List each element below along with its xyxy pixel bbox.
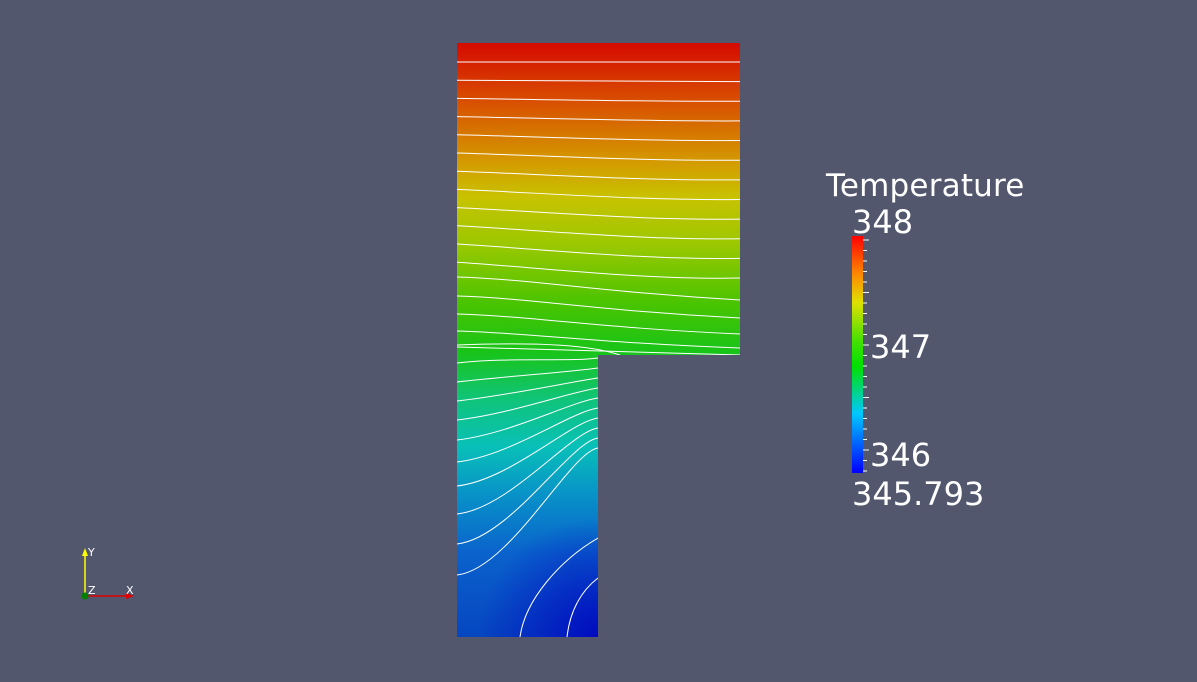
contour-line	[566, 577, 599, 637]
contour-line	[457, 295, 740, 319]
x-axis-arrow	[126, 593, 134, 599]
contour-line	[457, 313, 740, 335]
contour-line	[457, 377, 599, 402]
contour-line	[457, 243, 740, 260]
y-axis-label: Y	[88, 546, 95, 559]
legend-tick-label-346: 346	[870, 436, 932, 474]
contour-line	[457, 343, 621, 356]
orientation-axes	[81, 548, 134, 600]
legend-min-label: 345.793	[852, 475, 985, 513]
contour-line	[457, 134, 740, 142]
contour-line	[457, 207, 740, 220]
contour-line	[457, 417, 599, 487]
contour-line	[457, 437, 599, 545]
color-legend	[852, 236, 869, 473]
contour-line	[457, 357, 599, 364]
contour-line	[457, 346, 740, 356]
contour-line	[457, 97, 740, 102]
contour-line	[457, 427, 599, 515]
legend-color-bar	[852, 236, 863, 473]
y-axis-arrow	[82, 548, 88, 556]
contour-line	[457, 152, 740, 161]
contour-line	[457, 447, 599, 576]
contour-line	[457, 188, 740, 201]
contour-line	[457, 170, 740, 181]
contour-line	[457, 276, 740, 301]
temperature-field	[457, 43, 740, 637]
contour-line	[457, 407, 599, 463]
z-axis-label: Z	[88, 584, 96, 597]
x-axis-label: X	[126, 584, 134, 597]
legend-ticks	[863, 239, 869, 472]
legend-max-label: 348	[852, 203, 914, 241]
contour-line	[457, 261, 740, 279]
contour-line	[457, 387, 599, 421]
contour-line	[457, 225, 740, 240]
legend-title: Temperature	[826, 168, 1025, 204]
legend-tick-label-347: 347	[870, 328, 932, 366]
z-axis-dot	[81, 592, 89, 600]
contour-line	[457, 330, 740, 349]
contour-line	[457, 116, 740, 122]
contour-line	[457, 367, 599, 383]
contour-line	[519, 537, 599, 637]
isotherm-contours	[457, 61, 740, 637]
contour-line	[457, 79, 740, 83]
contour-line	[457, 397, 599, 441]
